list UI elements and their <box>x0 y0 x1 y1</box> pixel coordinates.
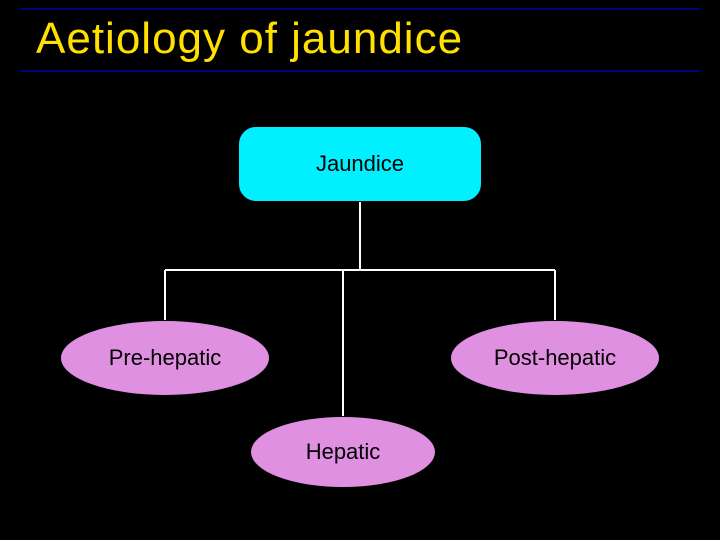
root-node: Jaundice <box>238 126 482 202</box>
child-node-0: Pre-hepatic <box>60 320 270 396</box>
child-node-1: Hepatic <box>250 416 436 488</box>
child-node-2: Post-hepatic <box>450 320 660 396</box>
diagram-area: Jaundice Pre-hepatic HepaticPost-hepatic <box>0 90 720 530</box>
title-bar: Aetiology of jaundice <box>0 8 720 72</box>
slide-title: Aetiology of jaundice <box>0 14 720 64</box>
rule-bottom <box>20 70 700 72</box>
rule-top <box>20 8 700 10</box>
